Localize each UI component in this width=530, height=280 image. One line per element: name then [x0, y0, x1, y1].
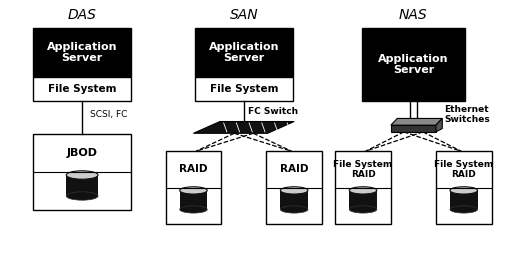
- Bar: [33, 28, 131, 77]
- Ellipse shape: [280, 187, 308, 194]
- Polygon shape: [436, 118, 442, 132]
- Text: File System: File System: [209, 84, 278, 94]
- Ellipse shape: [180, 187, 207, 194]
- Bar: [195, 77, 293, 101]
- Text: Application
Server: Application Server: [208, 42, 279, 63]
- Bar: [195, 28, 293, 77]
- Ellipse shape: [450, 187, 478, 194]
- Text: RAID: RAID: [179, 164, 208, 174]
- Text: DAS: DAS: [68, 8, 96, 22]
- Ellipse shape: [66, 171, 98, 179]
- Text: RAID: RAID: [280, 164, 308, 174]
- Text: FC Switch: FC Switch: [248, 108, 298, 116]
- Bar: [280, 190, 308, 209]
- Text: SAN: SAN: [229, 8, 258, 22]
- Bar: [361, 28, 465, 101]
- Ellipse shape: [180, 206, 207, 213]
- Text: NAS: NAS: [399, 8, 428, 22]
- Bar: [349, 190, 377, 209]
- Text: Application
Server: Application Server: [47, 42, 118, 63]
- Polygon shape: [193, 122, 294, 133]
- Text: Application
Server: Application Server: [378, 53, 449, 75]
- Bar: [436, 151, 492, 224]
- Bar: [335, 151, 391, 224]
- Text: File System
RAID: File System RAID: [333, 160, 393, 179]
- Text: Ethernet
Switches: Ethernet Switches: [444, 105, 490, 125]
- Ellipse shape: [349, 206, 377, 213]
- Bar: [180, 190, 207, 209]
- Bar: [450, 190, 478, 209]
- Ellipse shape: [450, 206, 478, 213]
- Ellipse shape: [66, 192, 98, 200]
- Text: File System: File System: [48, 84, 117, 94]
- Bar: [165, 151, 222, 224]
- Bar: [267, 151, 322, 224]
- Bar: [66, 175, 98, 196]
- Bar: [33, 77, 131, 101]
- Polygon shape: [391, 118, 442, 125]
- Text: File System
RAID: File System RAID: [434, 160, 493, 179]
- Text: SCSI, FC: SCSI, FC: [90, 110, 128, 119]
- Bar: [33, 134, 131, 210]
- Ellipse shape: [280, 206, 308, 213]
- Ellipse shape: [349, 187, 377, 194]
- Text: JBOD: JBOD: [67, 148, 98, 158]
- Polygon shape: [391, 125, 436, 132]
